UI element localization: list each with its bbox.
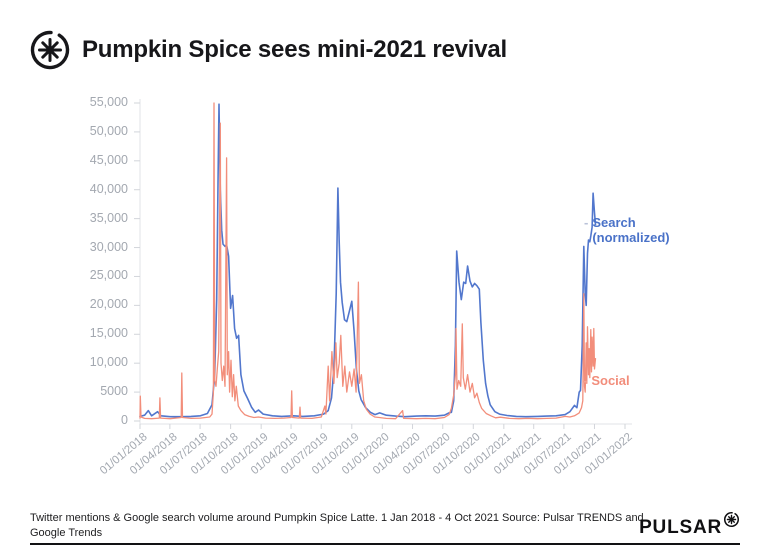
legend-social: - Social xyxy=(583,373,630,389)
y-tick-label: 40,000 xyxy=(89,181,128,196)
y-tick-label: 20,000 xyxy=(89,297,128,312)
y-tick-label: 35,000 xyxy=(89,210,128,225)
legend-social-dash: - xyxy=(583,373,588,388)
y-tick-label: 30,000 xyxy=(89,239,128,254)
y-tick-label: 50,000 xyxy=(89,123,128,138)
y-tick-label: 25,000 xyxy=(89,268,128,283)
chart-caption: Twitter mentions & Google search volume … xyxy=(30,512,644,540)
y-tick-label: 0 xyxy=(121,413,128,427)
y-tick-label: 10,000 xyxy=(89,355,128,370)
page-title: Pumpkin Spice sees mini-2021 revival xyxy=(82,36,508,63)
y-tick-label: 5000 xyxy=(100,384,128,399)
pulsar-asterisk-icon xyxy=(723,511,740,528)
legend-social-label: Social xyxy=(591,373,630,388)
pulsar-brand: PULSAR xyxy=(639,511,740,538)
y-tick-label: 45,000 xyxy=(89,152,128,167)
footer-divider xyxy=(30,543,740,545)
y-tick-label: 15,000 xyxy=(89,326,128,341)
header: Pumpkin Spice sees mini-2021 revival xyxy=(28,28,507,72)
y-tick-label: 55,000 xyxy=(89,95,128,109)
social-line xyxy=(139,102,597,420)
legend-search-label: Search (normalized) xyxy=(592,215,670,245)
legend-search-dash: - xyxy=(584,215,589,230)
pulsar-asterisk-icon xyxy=(30,30,70,70)
search-line xyxy=(139,103,597,418)
legend-search: - Search (normalized) xyxy=(584,215,670,245)
pulsar-wordmark: PULSAR xyxy=(639,517,722,538)
